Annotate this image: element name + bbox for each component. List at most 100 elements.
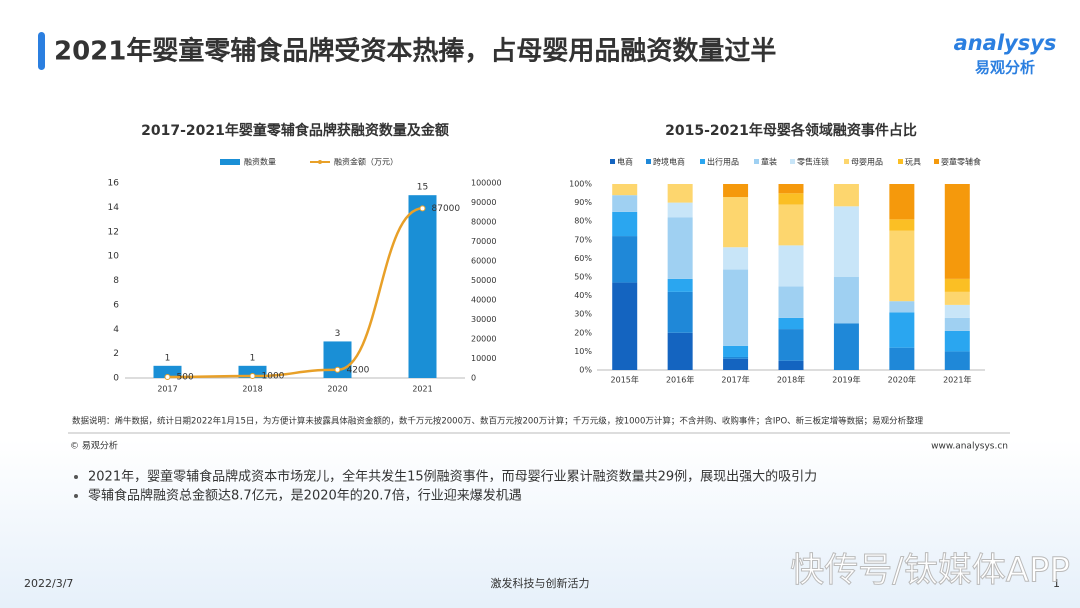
legend-label: 跨境电商: [653, 157, 685, 167]
slide-title: 2021年婴童零辅食品牌受资本热捧，占母婴用品融资数量过半: [54, 36, 776, 67]
y-tick-label: 40%: [574, 291, 592, 300]
bar-segment: [944, 278, 970, 292]
bar-segment: [778, 286, 804, 318]
legend-swatch: [844, 159, 849, 164]
x-tick-label: 2017: [157, 385, 177, 394]
legend-swatch: [790, 159, 795, 164]
y-tick-label: 80%: [574, 217, 592, 226]
y-tick-label: 30%: [574, 310, 592, 319]
bar-segment: [667, 332, 693, 370]
y-tick-label: 16: [108, 179, 120, 189]
page-number: 1: [1053, 577, 1060, 590]
y-tick-label: 50%: [574, 273, 592, 282]
x-tick-label: 2020年: [888, 375, 916, 385]
data-label: 1000: [262, 372, 285, 382]
bar-segment: [778, 204, 804, 246]
line-point: [419, 205, 426, 212]
y2-tick-label: 90000: [471, 198, 496, 207]
bullet: 2021年，婴童零辅食品牌成资本市场宠儿，全年共发生15例融资事件，而母婴行业累…: [88, 469, 817, 485]
data-label: 87000: [432, 204, 461, 214]
legend-swatch: [898, 159, 903, 164]
slogan: 激发科技与创新活力: [491, 576, 590, 590]
bar-segment: [833, 323, 859, 370]
data-label: 1: [250, 353, 256, 363]
bar-segment: [944, 291, 970, 305]
bar-segment: [723, 356, 749, 359]
y2-tick-label: 0: [471, 374, 476, 383]
y-tick-label: 14: [108, 203, 120, 213]
bar-segment: [667, 278, 693, 292]
bar-segment: [889, 219, 915, 231]
bar-segment: [667, 184, 693, 203]
legend-swatch: [610, 159, 615, 164]
logo-brand: analysys: [954, 31, 1057, 55]
bar-segment: [667, 202, 693, 218]
bar-segment: [778, 360, 804, 370]
y-tick-label: 90%: [574, 198, 592, 207]
y2-tick-label: 20000: [471, 335, 496, 344]
x-tick-label: 2015年: [611, 375, 639, 385]
bar-segment: [778, 317, 804, 330]
x-tick-label: 2021年: [943, 375, 971, 385]
y-tick-label: 70%: [574, 235, 592, 244]
y-tick-label: 6: [113, 300, 119, 310]
legend-swatch: [220, 159, 240, 165]
bar-segment: [944, 184, 970, 279]
logo-name: 易观分析: [975, 59, 1035, 77]
legend-swatch: [934, 159, 939, 164]
x-tick-label: 2017年: [721, 375, 749, 385]
bar: [408, 195, 437, 378]
bar-segment: [723, 184, 749, 198]
chart-title: 2015-2021年母婴各领域融资事件占比: [665, 122, 917, 139]
y-tick-label: 12: [108, 227, 119, 237]
y2-tick-label: 70000: [471, 237, 496, 246]
bar-segment: [944, 317, 970, 331]
website: www.analysys.cn: [931, 442, 1008, 452]
y-tick-label: 0: [113, 374, 119, 384]
y-tick-label: 2: [113, 349, 119, 359]
bar-segment: [612, 211, 638, 237]
bar-segment: [612, 236, 638, 283]
watermark: 快传号/钛媒体APP: [790, 551, 1070, 591]
bar: [153, 365, 182, 378]
date: 2022/3/7: [24, 577, 73, 590]
legend-label: 零售连锁: [797, 157, 829, 167]
y-tick-label: 100%: [569, 180, 592, 189]
bullet-dot: [74, 494, 78, 498]
y2-tick-label: 40000: [471, 296, 496, 305]
bar-segment: [723, 358, 749, 370]
x-tick-label: 2018年: [777, 375, 805, 385]
bar-segment: [944, 351, 970, 370]
copyright: © 易观分析: [70, 440, 118, 452]
bar-segment: [667, 217, 693, 279]
bar-segment: [778, 193, 804, 205]
x-tick-label: 2016年: [666, 375, 694, 385]
legend-label: 玩具: [905, 158, 921, 167]
bar-segment: [667, 291, 693, 333]
bar-segment: [944, 330, 970, 352]
y2-tick-label: 80000: [471, 218, 496, 227]
line-point: [164, 374, 171, 381]
bar-segment: [723, 345, 749, 357]
x-tick-label: 2020: [327, 385, 347, 394]
y-tick-label: 8: [113, 276, 119, 286]
chart-title: 2017-2021年婴童零辅食品牌获融资数量及金额: [141, 122, 449, 139]
bar-segment: [723, 269, 749, 346]
x-tick-label: 2018: [242, 385, 262, 394]
y2-tick-label: 100000: [471, 179, 502, 188]
data-label: 4200: [347, 365, 370, 375]
legend-label: 童装: [761, 157, 777, 167]
y-tick-label: 4: [113, 325, 119, 335]
legend-label: 出行用品: [707, 157, 739, 167]
bar-segment: [723, 197, 749, 248]
title-bar: [38, 32, 45, 70]
y-tick-label: 60%: [574, 254, 592, 263]
bar-segment: [889, 312, 915, 348]
bar-segment: [889, 230, 915, 302]
data-label: 1: [165, 353, 171, 363]
background: [0, 440, 1080, 608]
data-label: 3: [335, 329, 341, 339]
legend-label: 母婴用品: [851, 158, 883, 167]
bar-segment: [944, 304, 970, 318]
bar-segment: [833, 206, 859, 277]
